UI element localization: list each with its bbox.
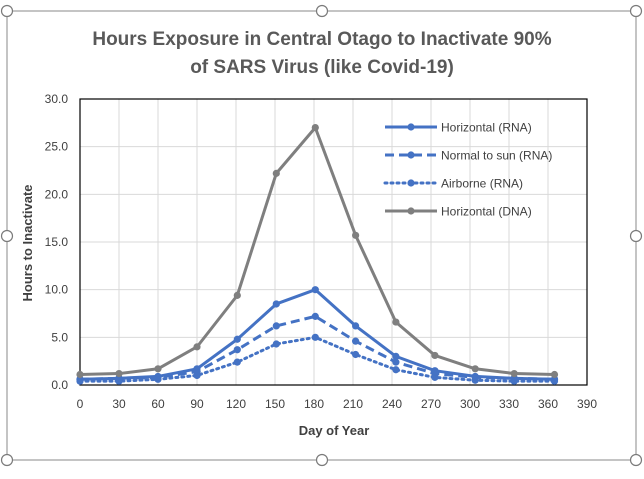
series-horizontal-dna: [76, 124, 559, 379]
data-point: [392, 318, 400, 326]
x-tick-label: 210: [343, 397, 363, 411]
x-tick-label: 300: [460, 397, 480, 411]
x-tick-label: 120: [226, 397, 246, 411]
x-tick-label: 0: [77, 397, 84, 411]
x-tick-label: 330: [499, 397, 519, 411]
y-axis-title: Hours to Inactivate: [20, 184, 35, 301]
data-point: [311, 312, 319, 320]
y-tick-label: 0.0: [51, 378, 68, 392]
x-tick-label: 360: [538, 397, 558, 411]
legend-swatch-marker: [407, 179, 415, 187]
data-point: [392, 366, 400, 374]
x-tick-label: 390: [577, 397, 597, 411]
legend-entry-label: Airborne (RNA): [441, 177, 523, 191]
data-point: [510, 369, 518, 378]
data-point: [392, 352, 400, 360]
legend-entry-label: Horizontal (DNA): [441, 205, 532, 219]
data-point: [311, 286, 319, 294]
chart-title-line-2: of SARS Virus (like Covid-19): [190, 57, 454, 78]
x-tick-label: 60: [151, 397, 165, 411]
data-point: [471, 376, 479, 384]
data-point: [233, 346, 241, 354]
plot-area: [79, 98, 588, 386]
y-tick-label: 30.0: [45, 92, 69, 106]
data-point: [352, 337, 360, 345]
data-point: [352, 231, 360, 239]
data-point: [510, 377, 518, 385]
data-point: [352, 322, 360, 330]
data-point: [193, 371, 201, 380]
data-point: [154, 375, 162, 383]
legend-swatch-marker: [407, 123, 415, 131]
data-point: [471, 365, 479, 373]
y-tick-label: 5.0: [51, 330, 68, 344]
data-point: [550, 377, 559, 385]
resize-handle[interactable]: [0, 453, 14, 467]
plot-border: [79, 98, 588, 386]
legend-entry-label: Normal to sun (RNA): [441, 149, 552, 163]
chart-title-line-1: Hours Exposure in Central Otago to Inact…: [92, 29, 551, 50]
data-point: [115, 369, 123, 378]
data-point: [352, 350, 360, 359]
axis-ticks: 0 30 60 90 120 150 180 210 240 270 300 330 360 390 0.0…: [45, 92, 598, 411]
selection-handles[interactable]: [0, 4, 643, 467]
resize-handle[interactable]: [629, 4, 643, 18]
x-tick-label: 240: [382, 397, 402, 411]
data-point: [272, 322, 280, 330]
y-tick-label: 15.0: [45, 235, 69, 249]
x-tick-label: 270: [421, 397, 441, 411]
resize-handle[interactable]: [315, 4, 329, 18]
data-point: [311, 333, 319, 341]
legend-swatch-marker: [407, 151, 415, 159]
data-point: [431, 351, 439, 360]
data-point: [76, 370, 84, 379]
data-point: [193, 343, 201, 351]
x-tick-label: 150: [265, 397, 285, 411]
series-airborne-rna: [76, 333, 559, 385]
data-point: [154, 365, 162, 373]
resize-handle[interactable]: [0, 229, 14, 243]
gridlines: [80, 99, 587, 385]
data-point: [115, 377, 123, 385]
y-tick-label: 25.0: [45, 140, 69, 154]
data-point: [76, 377, 84, 385]
legend: Horizontal (RNA) Normal to sun (RNA) Airbo…: [383, 121, 552, 219]
data-point: [233, 291, 241, 299]
data-point: [431, 373, 439, 381]
x-tick-label: 90: [190, 397, 204, 411]
x-tick-label: 30: [112, 397, 126, 411]
resize-handle[interactable]: [315, 453, 329, 467]
data-point: [233, 335, 241, 343]
resize-handle[interactable]: [629, 229, 643, 243]
y-tick-label: 20.0: [45, 187, 69, 201]
data-point: [272, 169, 280, 177]
data-point: [272, 340, 280, 348]
y-tick-label: 10.0: [45, 283, 69, 297]
legend-entry-label: Horizontal (RNA): [441, 121, 532, 135]
legend-swatch-marker: [407, 207, 415, 215]
data-point: [233, 358, 241, 366]
data-point: [272, 300, 280, 308]
data-point: [392, 358, 400, 366]
resize-handle[interactable]: [0, 4, 14, 18]
x-axis-title: Day of Year: [299, 423, 370, 438]
series-group: [76, 124, 559, 385]
resize-handle[interactable]: [629, 453, 643, 467]
x-tick-label: 180: [304, 397, 324, 411]
data-point: [550, 370, 559, 379]
data-point: [311, 124, 319, 132]
chart-border: [6, 10, 637, 461]
